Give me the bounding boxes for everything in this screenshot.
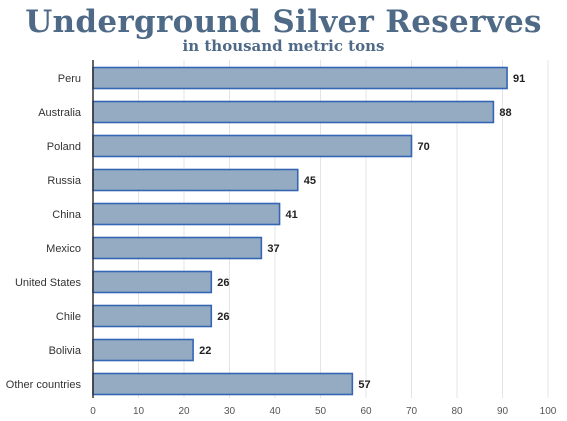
chart-title: Underground Silver Reserves <box>25 4 542 40</box>
category-label: Bolivia <box>49 345 82 357</box>
category-label: Poland <box>47 141 81 153</box>
category-label: China <box>52 209 82 221</box>
x-tick-label: 50 <box>315 406 327 417</box>
x-tick-label: 10 <box>133 406 145 417</box>
bar <box>92 270 213 294</box>
value-label: 26 <box>217 311 229 323</box>
x-tick-label: 60 <box>360 406 372 417</box>
value-label: 22 <box>199 345 211 357</box>
category-label: United States <box>15 277 82 289</box>
value-label: 88 <box>499 107 511 119</box>
category-label: Other countries <box>6 379 82 391</box>
value-label: 45 <box>304 175 316 187</box>
x-tick-label: 70 <box>406 406 418 417</box>
value-label: 41 <box>286 209 298 221</box>
value-label: 70 <box>418 141 430 153</box>
value-label: 37 <box>267 243 279 255</box>
x-tick-label: 90 <box>497 406 509 417</box>
bar <box>92 168 299 192</box>
category-label: Peru <box>58 73 81 85</box>
x-tick-label: 30 <box>224 406 236 417</box>
category-label: Chile <box>56 311 81 323</box>
bar <box>92 134 413 158</box>
bar <box>92 304 213 328</box>
x-tick-label: 0 <box>90 406 96 417</box>
category-label: Australia <box>38 107 82 119</box>
bar <box>92 100 495 124</box>
x-tick-label: 80 <box>451 406 463 417</box>
bar <box>92 236 263 260</box>
value-label: 57 <box>358 379 370 391</box>
x-tick-label: 20 <box>178 406 190 417</box>
category-label: Mexico <box>46 243 81 255</box>
value-label: 26 <box>217 277 229 289</box>
value-label: 91 <box>513 73 525 85</box>
category-label: Russia <box>47 175 82 187</box>
chart-subtitle: in thousand metric tons <box>182 37 385 55</box>
x-tick-label: 40 <box>269 406 281 417</box>
bar <box>92 338 194 362</box>
bar <box>92 372 354 396</box>
bar <box>92 66 508 90</box>
bar <box>92 202 281 226</box>
x-tick-label: 100 <box>540 406 557 417</box>
